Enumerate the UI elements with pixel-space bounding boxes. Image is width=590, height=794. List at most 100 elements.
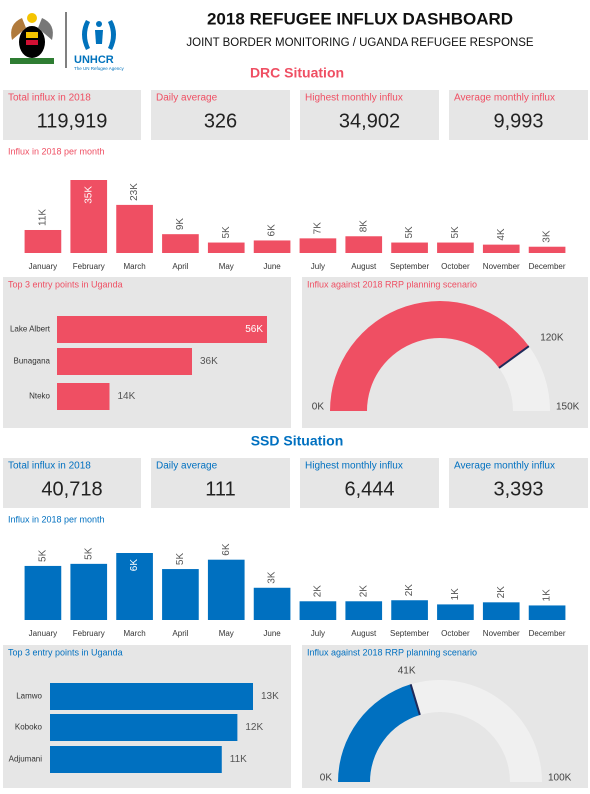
bar bbox=[50, 683, 253, 710]
uganda-coat-of-arms bbox=[10, 13, 54, 64]
kpi-value: 119,919 bbox=[37, 110, 108, 132]
data-label: 14K bbox=[118, 391, 136, 402]
bar bbox=[482, 244, 520, 253]
bar bbox=[437, 604, 474, 620]
bar bbox=[345, 601, 383, 620]
x-tick-label: January bbox=[29, 629, 57, 638]
x-tick-label: October bbox=[441, 629, 470, 638]
x-tick-label: July bbox=[311, 629, 325, 638]
category-label: Koboko bbox=[15, 723, 43, 732]
bar bbox=[299, 238, 337, 253]
bar bbox=[207, 242, 245, 253]
dashboard-title: 2018 REFUGEE INFLUX DASHBOARD bbox=[207, 9, 513, 28]
gauge-max-label: 150K bbox=[556, 402, 580, 413]
data-label: 9K bbox=[175, 218, 186, 231]
x-tick-label: July bbox=[311, 262, 325, 271]
kpi-card bbox=[151, 90, 290, 140]
section-title: DRC Situation bbox=[250, 65, 344, 81]
bar bbox=[345, 236, 383, 253]
x-tick-label: August bbox=[351, 262, 377, 271]
kpi-label: Highest monthly influx bbox=[305, 93, 403, 104]
gauge-needle bbox=[409, 684, 421, 716]
bar bbox=[162, 569, 199, 620]
bar bbox=[253, 240, 291, 253]
kpi-label: Daily average bbox=[156, 93, 218, 104]
x-tick-label: December bbox=[529, 262, 566, 271]
kpi-label: Total influx in 2018 bbox=[8, 461, 91, 472]
data-label: 2K bbox=[313, 585, 324, 598]
kpi-value: 40,718 bbox=[41, 478, 102, 500]
bar bbox=[57, 348, 192, 375]
x-tick-label: September bbox=[390, 629, 429, 638]
bar bbox=[57, 383, 110, 410]
data-label: 36K bbox=[200, 356, 218, 367]
data-label: 2K bbox=[496, 586, 507, 599]
bar bbox=[391, 600, 428, 620]
data-label: 3K bbox=[267, 571, 278, 584]
bar bbox=[207, 559, 245, 620]
bar bbox=[253, 587, 291, 620]
bar bbox=[70, 180, 108, 253]
data-label: 5K bbox=[450, 226, 461, 239]
dashboard-subtitle: JOINT BORDER MONITORING / UGANDA REFUGEE… bbox=[186, 37, 534, 49]
category-label: Lake Albert bbox=[10, 325, 51, 334]
bar bbox=[528, 246, 566, 253]
x-tick-label: May bbox=[219, 262, 234, 271]
data-label: 1K bbox=[450, 588, 461, 601]
kpi-label: Average monthly influx bbox=[454, 93, 555, 104]
x-tick-label: October bbox=[441, 262, 470, 271]
data-label: 35K bbox=[83, 186, 94, 204]
data-label: 23K bbox=[129, 183, 140, 201]
section-title: SSD Situation bbox=[251, 433, 344, 449]
gauge-value-label: 41K bbox=[398, 666, 416, 677]
data-label: 5K bbox=[404, 226, 415, 239]
category-label: Lamwo bbox=[16, 692, 42, 701]
bar bbox=[528, 605, 566, 620]
x-tick-label: June bbox=[263, 629, 281, 638]
bar bbox=[24, 565, 62, 620]
logo-text: UNHCR bbox=[74, 54, 114, 66]
kpi-card bbox=[151, 458, 290, 508]
bar bbox=[482, 602, 520, 620]
bar bbox=[391, 242, 428, 253]
x-tick-label: April bbox=[172, 629, 188, 638]
kpi-value: 326 bbox=[204, 110, 237, 132]
data-label: 5K bbox=[38, 549, 49, 562]
data-label: 56K bbox=[245, 324, 263, 335]
x-tick-label: April bbox=[172, 262, 188, 271]
data-label: 5K bbox=[221, 226, 232, 239]
x-tick-label: February bbox=[73, 262, 105, 271]
category-label: Bunagana bbox=[14, 357, 51, 366]
bar bbox=[50, 746, 222, 773]
data-label: 8K bbox=[358, 220, 369, 233]
kpi-card bbox=[3, 458, 141, 508]
kpi-value: 34,902 bbox=[339, 110, 400, 132]
kpi-value: 6,444 bbox=[344, 478, 394, 500]
data-label: 12K bbox=[245, 722, 263, 733]
x-tick-label: May bbox=[219, 629, 234, 638]
x-tick-label: November bbox=[483, 629, 520, 638]
data-label: 5K bbox=[83, 547, 94, 560]
x-tick-label: March bbox=[123, 262, 145, 271]
chart-title: Influx in 2018 per month bbox=[8, 514, 105, 524]
bar bbox=[116, 553, 153, 620]
chart-title: Influx against 2018 RRP planning scenari… bbox=[307, 279, 477, 289]
kpi-card bbox=[3, 90, 141, 140]
bar bbox=[437, 242, 474, 253]
unhcr-emblem bbox=[82, 20, 116, 50]
data-label: 6K bbox=[221, 543, 232, 556]
bar bbox=[116, 204, 153, 253]
gauge-needle bbox=[498, 345, 530, 369]
kpi-label: Highest monthly influx bbox=[305, 461, 403, 472]
x-tick-label: March bbox=[123, 629, 145, 638]
x-tick-label: September bbox=[390, 262, 429, 271]
data-label: 11K bbox=[38, 209, 49, 226]
kpi-card bbox=[449, 458, 588, 508]
kpi-value: 9,993 bbox=[493, 110, 543, 132]
x-tick-label: June bbox=[263, 262, 281, 271]
chart-title: Influx in 2018 per month bbox=[8, 146, 105, 156]
data-label: 4K bbox=[496, 228, 507, 241]
bar bbox=[299, 601, 337, 620]
